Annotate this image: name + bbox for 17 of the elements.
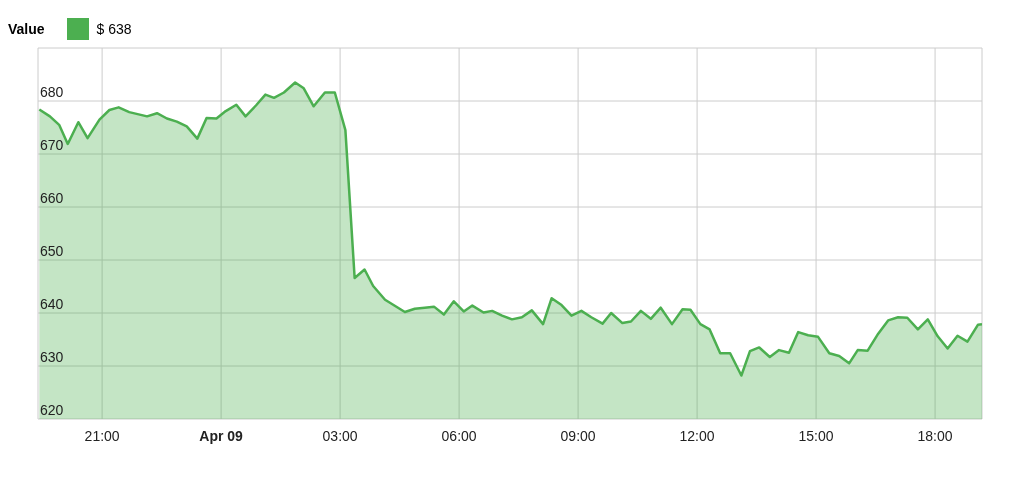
- legend-title: Value: [8, 21, 45, 37]
- y-tick-label: 650: [40, 243, 64, 259]
- x-tick-label: 09:00: [560, 428, 596, 444]
- y-tick-label: 640: [40, 296, 64, 312]
- x-tick-label: 21:00: [84, 428, 120, 444]
- x-tick-label: Apr 09: [199, 428, 244, 444]
- x-tick-label: 15:00: [798, 428, 834, 444]
- x-tick-label: 03:00: [322, 428, 358, 444]
- y-tick-label: 660: [40, 190, 64, 206]
- x-tick-label: 18:00: [917, 428, 953, 444]
- y-tick-label: 630: [40, 349, 64, 365]
- x-tick-label: 06:00: [441, 428, 477, 444]
- legend-label: $ 638: [95, 20, 132, 39]
- y-tick-label: 680: [40, 84, 64, 100]
- x-tick-label: 12:00: [679, 428, 715, 444]
- y-tick-label: 620: [40, 402, 64, 418]
- y-tick-label: 670: [40, 137, 64, 153]
